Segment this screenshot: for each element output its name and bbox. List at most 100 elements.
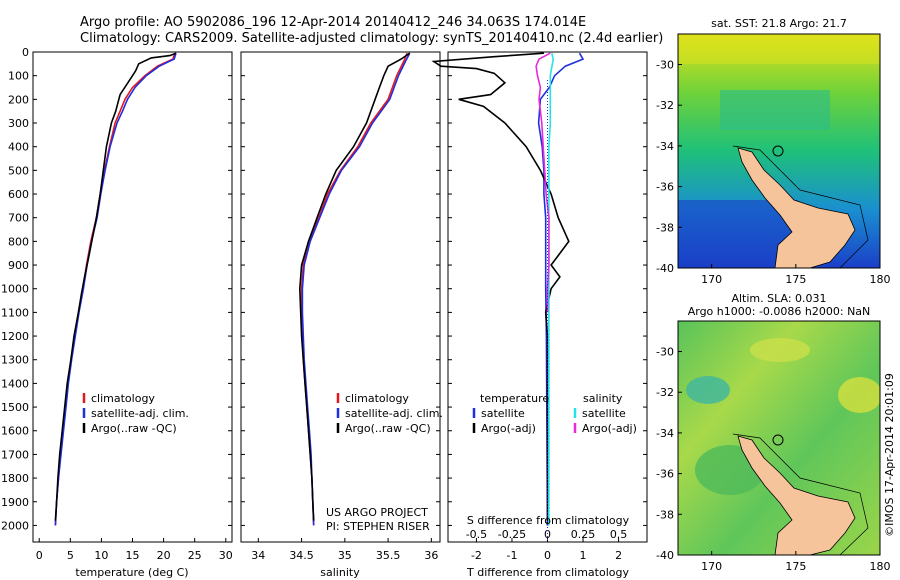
- map-y-tick-label: -36: [656, 468, 674, 481]
- x-tick-label: 30: [219, 549, 233, 562]
- y-tick-label: 600: [8, 188, 29, 201]
- x-tick-label: 36: [424, 549, 438, 562]
- y-tick-label: 2000: [1, 519, 29, 532]
- y-tick-label: 500: [8, 164, 29, 177]
- legend-label: Argo(-adj): [582, 422, 637, 435]
- header-line2: Climatology: CARS2009. Satellite-adjuste…: [80, 31, 663, 46]
- salinity-panel-frame: [240, 51, 441, 543]
- legend-label: satellite: [582, 407, 626, 420]
- map-y-tick-label: -30: [656, 346, 674, 359]
- temperature-legend: climatology satellite-adj. clim. Argo(..…: [82, 392, 189, 435]
- y-tick-label: 1100: [1, 306, 29, 319]
- salinity-legend: climatology satellite-adj. clim. Argo(..…: [336, 392, 443, 435]
- y-tick-label: 1000: [1, 283, 29, 296]
- sst-map-axes: 170 175 180 -30 -32 -34 -36 -38 -40: [656, 59, 890, 286]
- imos-timestamp: ©IMOS 17-Apr-2014 20:01:09: [883, 373, 896, 537]
- x-tick-label: 25: [188, 549, 202, 562]
- y-tick-label: 900: [8, 259, 29, 272]
- sla-map-axes: 170 175 180 -30 -32 -34 -36 -38 -40: [656, 346, 890, 573]
- map-y-tick-label: -40: [656, 549, 674, 562]
- x-tick-label: 34: [251, 549, 265, 562]
- map-x-tick-label: 180: [870, 273, 891, 286]
- legend-label: Argo(-adj): [481, 422, 536, 435]
- y-tick-label: 1600: [1, 425, 29, 438]
- salinity-xlabel: salinity: [320, 566, 360, 579]
- x-tick-label: 35.5: [376, 549, 401, 562]
- x-tick-label: 34.5: [289, 549, 314, 562]
- map-x-tick-label: 175: [785, 560, 806, 573]
- credit-project: US ARGO PROJECT: [326, 506, 428, 519]
- series-argo: [298, 52, 411, 521]
- x-tick-label: 20: [157, 549, 171, 562]
- map-y-tick-label: -38: [656, 508, 674, 521]
- legend-label: climatology: [345, 392, 409, 405]
- y-tick-label: 700: [8, 212, 29, 225]
- sla-map-title: Altim. SLA: 0.031: [731, 292, 826, 305]
- x-tick-label: 1: [580, 549, 587, 562]
- sla-map-subtitle: Argo h1000: -0.0086 h2000: NaN: [688, 305, 871, 318]
- series-climatology: [54, 52, 176, 526]
- map-y-tick-label: -34: [656, 140, 674, 153]
- series-s-satellite: [548, 53, 555, 526]
- map-x-tick-label: 170: [701, 273, 722, 286]
- legend-label: satellite-adj. clim.: [91, 407, 189, 420]
- x-tick-label: 0: [36, 549, 43, 562]
- legend-label: satellite: [481, 407, 525, 420]
- map-y-tick-label: -40: [656, 262, 674, 275]
- profile-series: [54, 52, 585, 526]
- sla-map-frame: [677, 320, 881, 556]
- y-tick-label: 800: [8, 235, 29, 248]
- x-tick-label: 35: [338, 549, 352, 562]
- y-tick-label: 1500: [1, 401, 29, 414]
- legend-title-temperature: temperature: [480, 392, 549, 405]
- difference-xlabel: T difference from climatology: [466, 566, 629, 579]
- y-tick-label: 400: [8, 141, 29, 154]
- series-t-argo: [431, 52, 570, 526]
- difference-legend: temperature salinity satellite Argo(-adj…: [472, 392, 637, 435]
- series-s-argo: [535, 52, 551, 313]
- difference-top-label: S difference from climatology: [467, 514, 630, 527]
- legend-label: Argo(..raw -QC): [91, 422, 177, 435]
- x-tick-label: 0: [544, 549, 551, 562]
- map-y-tick-label: -36: [656, 181, 674, 194]
- depth-axis: 0 100 200 300 400 500 600 700 800 900 1000 1100 1200…: [1, 46, 647, 532]
- map-y-tick-label: -32: [656, 386, 674, 399]
- x-tick-label: 10: [94, 549, 108, 562]
- x-top-tick-label: 0.25: [571, 528, 596, 541]
- y-tick-label: 300: [8, 117, 29, 130]
- map-x-tick-label: 180: [870, 560, 891, 573]
- y-tick-label: 1400: [1, 377, 29, 390]
- map-y-tick-label: -32: [656, 99, 674, 112]
- x-top-tick-label: -0.5: [466, 528, 487, 541]
- y-tick-label: 1700: [1, 448, 29, 461]
- legend-label: Argo(..raw -QC): [345, 422, 431, 435]
- x-top-tick-label: 0.5: [610, 528, 628, 541]
- sst-argo-marker: [772, 145, 784, 157]
- sst-map-frame: [677, 33, 881, 269]
- x-tick-label: 2: [615, 549, 622, 562]
- series-argo: [54, 52, 177, 521]
- y-tick-label: 1900: [1, 496, 29, 509]
- temperature-panel-frame: [32, 51, 233, 543]
- series-t-satellite: [537, 52, 585, 526]
- series-climatology: [300, 52, 408, 526]
- map-x-tick-label: 170: [701, 560, 722, 573]
- x-tick-label: 5: [67, 549, 74, 562]
- x-top-tick-label: -0.25: [498, 528, 526, 541]
- header-line1: Argo profile: AO 5902086_196 12-Apr-2014…: [80, 15, 586, 30]
- x-top-tick-label: 0: [544, 528, 551, 541]
- sla-map-image: [678, 321, 880, 555]
- legend-title-salinity: salinity: [583, 392, 623, 405]
- series-satellite: [301, 52, 411, 526]
- map-y-tick-label: -38: [656, 221, 674, 234]
- x-tick-label: -2: [471, 549, 482, 562]
- y-tick-label: 0: [22, 46, 29, 59]
- map-x-tick-label: 175: [785, 273, 806, 286]
- map-y-tick-label: -30: [656, 59, 674, 72]
- y-tick-label: 200: [8, 93, 29, 106]
- y-tick-label: 1800: [1, 472, 29, 485]
- map-y-tick-label: -34: [656, 427, 674, 440]
- y-tick-label: 100: [8, 70, 29, 83]
- temperature-xlabel: temperature (deg C): [75, 566, 188, 579]
